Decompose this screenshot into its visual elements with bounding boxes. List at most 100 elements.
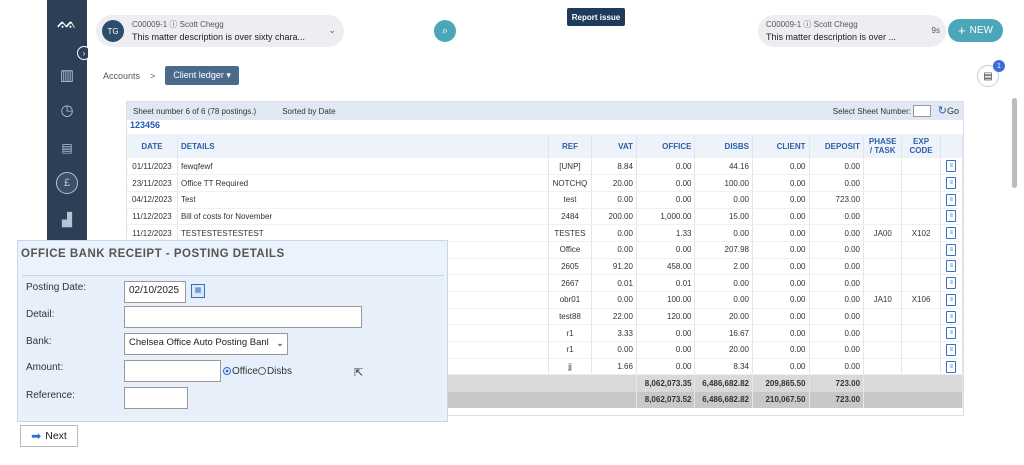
- table-row[interactable]: 11/12/2023 TESTESTESTESTEST TESTES 0.00 1.33…: [127, 224, 964, 242]
- document-icon[interactable]: ≡: [946, 277, 957, 290]
- active-matter-code: C00009-1: [766, 20, 802, 29]
- breadcrumb-accounts[interactable]: Accounts: [103, 70, 141, 81]
- deposit-cell: 0.00: [809, 291, 865, 309]
- document-icon[interactable]: ≡: [946, 343, 957, 356]
- office-radio-label: Office: [232, 366, 258, 377]
- table-row[interactable]: 11/12/2023 Bill of costs for November 2484…: [127, 208, 964, 226]
- refresh-icon: ↻: [937, 105, 947, 117]
- document-icon[interactable]: ≡: [946, 310, 957, 323]
- active-matter-timer[interactable]: C00009-1 ⓘ Scott Chegg This matter descr…: [758, 15, 946, 47]
- col-client[interactable]: CLIENT: [752, 134, 810, 158]
- date-cell: 04/12/2023: [127, 191, 178, 209]
- report-issue-button[interactable]: Report issue: [567, 8, 625, 26]
- document-icon[interactable]: ≡: [946, 327, 957, 340]
- client-cell: 0.00: [752, 358, 810, 376]
- reference-label: Reference:: [26, 390, 75, 401]
- logo-icon[interactable]: ᨐ: [56, 13, 77, 32]
- disbs-radio[interactable]: [257, 367, 266, 376]
- bank-select[interactable]: Chelsea Office Auto Posting Banl ⌄: [124, 333, 288, 355]
- client-cell: 0.00: [752, 158, 810, 176]
- new-button[interactable]: + NEW: [948, 19, 1003, 42]
- phase-cell: [863, 241, 903, 259]
- info-icon: ⓘ: [169, 20, 178, 29]
- document-icon[interactable]: ≡: [946, 360, 957, 373]
- phase-cell: [863, 358, 903, 376]
- col-disbs[interactable]: DISBS: [694, 134, 753, 158]
- col-exp-code[interactable]: EXP CODE: [901, 134, 941, 158]
- vat-cell: 0.00: [591, 341, 637, 359]
- phase-cell: [863, 191, 903, 209]
- vat-cell: 0.00: [591, 291, 637, 309]
- table-row[interactable]: 23/11/2023 Office TT Required NOTCHQ 20.00 0…: [127, 174, 964, 192]
- amount-label: Amount:: [26, 362, 64, 373]
- details-cell: fewqfewf: [177, 158, 550, 176]
- sheet-number-input[interactable]: [913, 105, 931, 117]
- details-cell: Test: [177, 191, 550, 209]
- total-client: 209,865.50: [752, 374, 810, 392]
- table-row[interactable]: 04/12/2023 Test test 0.00 0.00 0.00 0.00 723.00…: [127, 191, 964, 209]
- total-office: 8,062,073.52: [636, 391, 696, 409]
- col-vat[interactable]: VAT: [591, 134, 637, 158]
- disbs-cell: 0.00: [694, 191, 753, 209]
- exp-cell: [901, 191, 941, 209]
- row-action-cell: ≡: [940, 324, 964, 343]
- document-icon[interactable]: ≡: [946, 193, 957, 206]
- col-phase-task[interactable]: PHASE / TASK: [863, 134, 903, 158]
- amount-input[interactable]: [124, 360, 221, 382]
- ref-cell: obr01: [548, 291, 592, 309]
- col-ref[interactable]: REF: [548, 134, 592, 158]
- ref-cell: TESTES: [548, 224, 592, 242]
- client-ledger-label: Client ledger: [173, 70, 224, 80]
- document-icon[interactable]: ≡: [946, 177, 957, 190]
- exp-cell: [901, 258, 941, 276]
- disbs-cell: 20.00: [694, 341, 753, 359]
- exp-cell: [901, 158, 941, 176]
- table-row[interactable]: 01/11/2023 fewqfewf [UNP] 8.84 0.00 44.16 0.00…: [127, 158, 964, 176]
- currency-icon[interactable]: £: [47, 168, 87, 198]
- ref-cell: jj: [548, 358, 592, 376]
- exp-cell: [901, 358, 941, 376]
- page-links[interactable]: 123456: [130, 120, 161, 130]
- deposit-cell: 0.00: [809, 274, 865, 292]
- matter-selector[interactable]: TG C00009-1 ⓘ Scott Chegg This matter de…: [96, 15, 344, 47]
- document-icon[interactable]: ≡: [946, 227, 957, 240]
- detail-input[interactable]: [124, 306, 362, 328]
- briefcase-icon[interactable]: ▥: [59, 67, 75, 84]
- calculator-icon[interactable]: ▤: [61, 141, 73, 155]
- client-ledger-dropdown[interactable]: Client ledger ▾: [165, 66, 239, 85]
- col-date[interactable]: DATE: [127, 134, 178, 158]
- col-details[interactable]: DETAILS: [177, 134, 550, 158]
- document-icon[interactable]: ≡: [946, 210, 957, 223]
- reference-input[interactable]: [124, 387, 188, 409]
- date-cell: 11/12/2023: [127, 208, 178, 226]
- document-icon[interactable]: ≡: [946, 293, 957, 306]
- document-icon[interactable]: ▤: [977, 65, 999, 87]
- office-cell: 100.00: [636, 291, 696, 309]
- next-button[interactable]: ➡ Next: [20, 425, 78, 447]
- go-button[interactable]: ↻Go: [938, 104, 959, 117]
- client-cell: 0.00: [752, 291, 810, 309]
- sidebar-panel: [47, 0, 87, 250]
- calendar-icon[interactable]: ▦: [191, 284, 205, 298]
- reports-icon[interactable]: ▟: [62, 212, 72, 227]
- search-button[interactable]: ⌕: [434, 20, 456, 42]
- chevron-down-icon: ▾: [226, 70, 231, 80]
- col-office[interactable]: OFFICE: [636, 134, 696, 158]
- client-cell: 0.00: [752, 241, 810, 259]
- client-cell: 0.00: [752, 208, 810, 226]
- document-icon[interactable]: ≡: [946, 160, 957, 173]
- chevron-down-icon[interactable]: ⌄: [328, 25, 336, 35]
- row-action-cell: ≡: [940, 291, 964, 309]
- document-icon[interactable]: ≡: [946, 260, 957, 273]
- row-action-cell: ≡: [940, 158, 964, 176]
- client-cell: 0.00: [752, 258, 810, 276]
- deposit-cell: 0.00: [809, 158, 865, 176]
- office-radio[interactable]: [223, 367, 231, 376]
- phase-cell: [863, 324, 903, 343]
- sheet-bar: Sheet number 6 of 6 (78 postings.) Sorte…: [127, 102, 963, 120]
- clock-icon[interactable]: ◷: [60, 102, 74, 119]
- scrollbar[interactable]: [1012, 98, 1017, 188]
- document-icon[interactable]: ≡: [946, 243, 957, 256]
- col-deposit[interactable]: DEPOSIT: [809, 134, 865, 158]
- posting-date-input[interactable]: 02/10/2025: [124, 281, 186, 303]
